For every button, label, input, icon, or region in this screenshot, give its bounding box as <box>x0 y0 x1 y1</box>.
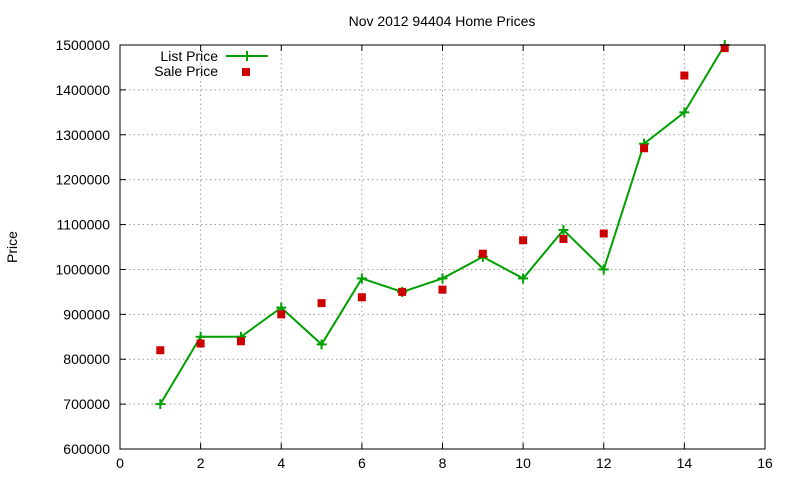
ticks-layer: 0 2 4 6 8 10 12 14 16 600000 700000 800000 900000 100… <box>55 37 773 471</box>
legend-marker-list-price <box>242 51 252 61</box>
y-tick-label: 1500000 <box>55 37 110 53</box>
sale-price-point <box>156 346 165 355</box>
sale-price-point <box>559 234 568 243</box>
list-price-point <box>155 399 166 410</box>
x-tick-label: 2 <box>197 455 205 471</box>
x-tick-label: 16 <box>757 455 773 471</box>
y-tick-label: 1000000 <box>55 261 110 277</box>
y-tick-label: 600000 <box>63 441 110 457</box>
sale-price-point <box>236 337 245 346</box>
list-price-point <box>356 273 367 284</box>
sale-price-point <box>640 144 649 153</box>
sale-price-point <box>277 310 286 319</box>
legend: List Price Sale Price <box>154 48 268 79</box>
list-price-point <box>598 264 609 275</box>
list-price-point <box>679 107 690 118</box>
x-tick-label: 8 <box>439 455 447 471</box>
chart-title: Nov 2012 94404 Home Prices <box>349 13 536 29</box>
sale-price-point <box>519 236 528 245</box>
grid-layer <box>120 45 765 449</box>
x-tick-label: 6 <box>358 455 366 471</box>
sale-price-point <box>357 293 366 302</box>
y-axis-label: Price <box>4 231 20 263</box>
sale-price-point <box>478 249 487 258</box>
sale-price-point <box>317 299 326 308</box>
series-layer <box>155 40 730 410</box>
x-tick-label: 0 <box>116 455 124 471</box>
y-tick-label: 1100000 <box>57 217 111 233</box>
x-tick-label: 12 <box>596 455 612 471</box>
legend-marker-sale-price <box>242 68 250 76</box>
sale-price-point <box>438 285 447 294</box>
x-tick-label: 14 <box>677 455 693 471</box>
y-tick-label: 900000 <box>63 306 110 322</box>
list-price-point <box>518 273 529 284</box>
list-price-point <box>316 339 327 350</box>
sale-price-point <box>680 71 689 80</box>
y-tick-label: 1400000 <box>55 82 110 98</box>
x-tick-label: 4 <box>277 455 285 471</box>
list-price-point <box>437 273 448 284</box>
sale-price-point <box>398 287 407 296</box>
sale-price-point <box>196 339 205 348</box>
y-tick-label: 700000 <box>63 396 110 412</box>
x-tick-label: 10 <box>515 455 531 471</box>
legend-label-sale-price: Sale Price <box>154 63 218 79</box>
list-price-point <box>558 224 569 235</box>
y-tick-label: 800000 <box>63 351 110 367</box>
sale-price-point <box>599 229 608 238</box>
sale-price-point <box>720 44 729 53</box>
y-tick-label: 1300000 <box>55 127 110 143</box>
y-tick-label: 1200000 <box>55 172 110 188</box>
list-price-line <box>159 44 726 405</box>
legend-label-list-price: List Price <box>160 48 218 64</box>
